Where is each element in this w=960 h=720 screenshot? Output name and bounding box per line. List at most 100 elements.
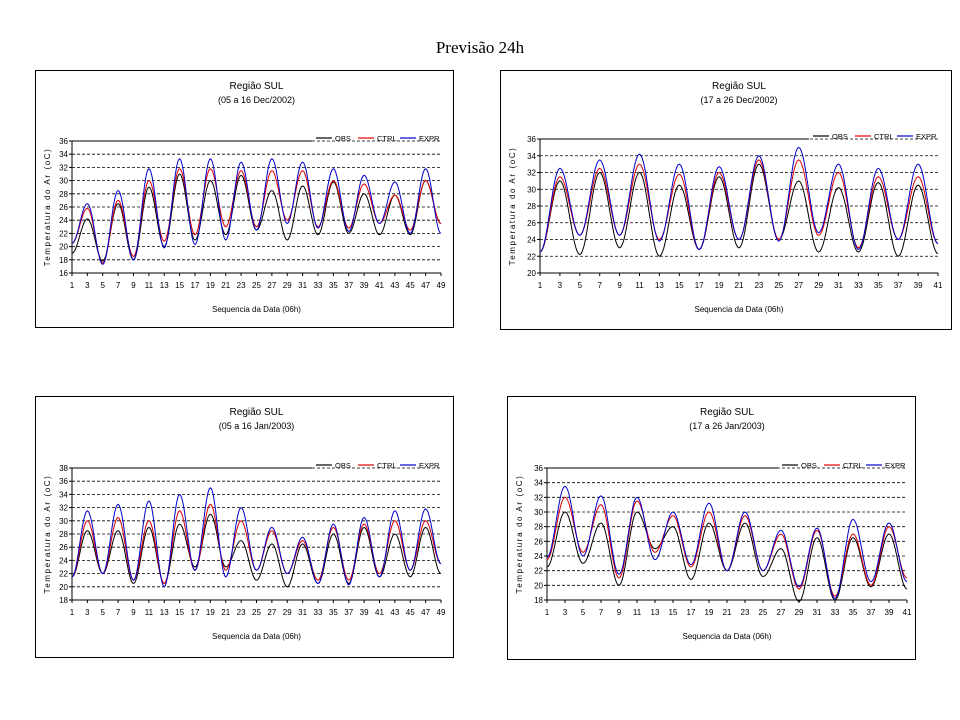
x-axis-label: Sequencia da Data (06h)	[212, 305, 301, 314]
x-tick-label-13: 13	[651, 608, 660, 617]
x-tick-label-31: 31	[813, 608, 822, 617]
x-tick-label-17: 17	[695, 281, 704, 290]
legend-label-obs: OBS	[335, 461, 351, 470]
series-line-expr	[71, 487, 442, 588]
y-tick-label-24: 24	[59, 556, 68, 565]
y-tick-label-22: 22	[59, 229, 68, 238]
x-tick-label-33: 33	[831, 608, 840, 617]
x-tick-label-5: 5	[581, 608, 586, 617]
legend-label-ctrl: CTRL	[874, 132, 894, 141]
legend-label-obs: OBS	[335, 134, 351, 143]
legend-label-obs: OBS	[801, 461, 817, 470]
y-tick-label-36: 36	[59, 137, 68, 146]
chart-title: Região SUL	[230, 407, 284, 418]
x-tick-label-5: 5	[101, 608, 106, 617]
x-tick-label-31: 31	[298, 608, 307, 617]
x-tick-label-37: 37	[344, 281, 353, 290]
x-tick-label-37: 37	[894, 281, 903, 290]
series-line-obs	[71, 173, 442, 262]
y-tick-label-30: 30	[59, 177, 68, 186]
x-tick-label-9: 9	[617, 281, 622, 290]
x-tick-label-39: 39	[360, 281, 369, 290]
y-tick-label-26: 26	[59, 203, 68, 212]
y-tick-label-32: 32	[59, 504, 68, 513]
x-tick-label-29: 29	[795, 608, 804, 617]
x-tick-label-39: 39	[885, 608, 894, 617]
y-tick-label-34: 34	[59, 150, 68, 159]
x-tick-label-29: 29	[283, 608, 292, 617]
x-tick-label-7: 7	[597, 281, 602, 290]
x-tick-label-15: 15	[675, 281, 684, 290]
y-tick-label-36: 36	[534, 464, 543, 473]
y-tick-label-20: 20	[59, 243, 68, 252]
y-tick-label-16: 16	[59, 269, 68, 278]
y-tick-label-28: 28	[527, 202, 536, 211]
x-tick-label-15: 15	[175, 608, 184, 617]
y-tick-label-18: 18	[534, 596, 543, 605]
x-tick-label-13: 13	[160, 608, 169, 617]
x-tick-label-1: 1	[70, 608, 75, 617]
x-tick-label-27: 27	[777, 608, 786, 617]
x-tick-label-31: 31	[834, 281, 843, 290]
x-tick-label-11: 11	[145, 608, 154, 617]
legend-label-expr: EXPR	[916, 132, 937, 141]
x-tick-label-7: 7	[116, 281, 121, 290]
y-tick-label-30: 30	[527, 185, 536, 194]
x-tick-label-7: 7	[599, 608, 604, 617]
x-tick-label-39: 39	[914, 281, 923, 290]
x-tick-label-9: 9	[131, 281, 136, 290]
x-tick-label-39: 39	[360, 608, 369, 617]
x-tick-label-7: 7	[116, 608, 121, 617]
legend-label-ctrl: CTRL	[377, 461, 397, 470]
x-tick-label-43: 43	[390, 281, 399, 290]
y-tick-label-22: 22	[527, 252, 536, 261]
x-tick-label-3: 3	[85, 281, 90, 290]
x-tick-label-33: 33	[314, 281, 323, 290]
x-tick-label-49: 49	[437, 281, 446, 290]
x-tick-label-23: 23	[237, 281, 246, 290]
y-tick-label-28: 28	[534, 523, 543, 532]
series-line-ctrl	[71, 168, 442, 264]
x-tick-label-1: 1	[538, 281, 543, 290]
legend-label-expr: EXPR	[885, 461, 906, 470]
x-tick-label-15: 15	[175, 281, 184, 290]
y-tick-label-18: 18	[59, 596, 68, 605]
x-tick-label-37: 37	[344, 608, 353, 617]
x-tick-label-19: 19	[715, 281, 724, 290]
x-tick-label-25: 25	[774, 281, 783, 290]
x-tick-label-17: 17	[191, 608, 200, 617]
y-tick-label-24: 24	[59, 216, 68, 225]
x-tick-label-17: 17	[191, 281, 200, 290]
chart-panel-dec-17-26: Região SUL (17 a 26 Dec/2002) 20 22 24 26 28 30…	[500, 70, 952, 330]
x-tick-label-5: 5	[101, 281, 106, 290]
x-tick-label-5: 5	[578, 281, 583, 290]
y-tick-label-36: 36	[527, 135, 536, 144]
y-tick-label-30: 30	[59, 517, 68, 526]
y-axis-label: Temperatura do Ar (oC)	[43, 148, 52, 267]
x-tick-label-27: 27	[267, 281, 276, 290]
chart-subtitle: (05 a 16 Jan/2003)	[219, 421, 295, 431]
y-tick-label-38: 38	[59, 464, 68, 473]
x-tick-label-19: 19	[705, 608, 714, 617]
y-tick-label-34: 34	[534, 479, 543, 488]
chart-panel-jan-05-16: Região SUL (05 a 16 Jan/2003) 18 20 22 24 26 28…	[35, 396, 454, 658]
x-tick-label-17: 17	[687, 608, 696, 617]
y-tick-label-18: 18	[59, 256, 68, 265]
x-tick-label-1: 1	[70, 281, 75, 290]
x-tick-label-31: 31	[298, 281, 307, 290]
x-tick-label-27: 27	[794, 281, 803, 290]
x-tick-label-21: 21	[221, 608, 230, 617]
x-tick-label-11: 11	[635, 281, 644, 290]
legend-label-obs: OBS	[832, 132, 848, 141]
chart-subtitle: (17 a 26 Jan/2003)	[689, 421, 765, 431]
y-tick-label-30: 30	[534, 508, 543, 517]
chart-title: Região SUL	[712, 81, 766, 92]
chart-panel-jan-17-26: Região SUL (17 a 26 Jan/2003) 18 20 22 24 26 28…	[507, 396, 916, 660]
y-tick-label-32: 32	[527, 169, 536, 178]
x-tick-label-19: 19	[206, 281, 215, 290]
x-tick-label-21: 21	[723, 608, 732, 617]
chart-svg: Região SUL (05 a 16 Jan/2003) 18 20 22 24 26 28…	[43, 407, 446, 641]
y-tick-label-28: 28	[59, 530, 68, 539]
x-tick-label-41: 41	[903, 608, 912, 617]
x-tick-label-21: 21	[735, 281, 744, 290]
